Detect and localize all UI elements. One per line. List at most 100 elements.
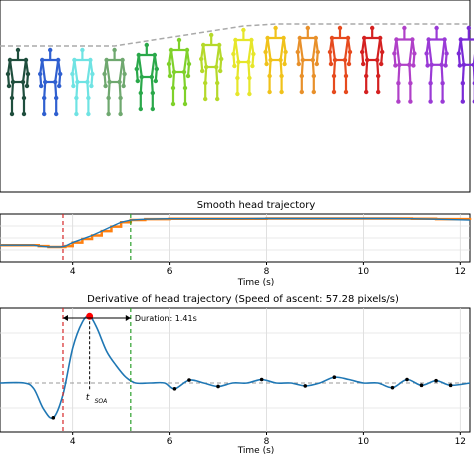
skeleton-joint	[429, 62, 434, 67]
skeleton-joint	[38, 71, 43, 77]
skeleton-joint	[150, 106, 155, 112]
skeleton-joint	[250, 63, 255, 69]
skeleton-joint	[440, 81, 445, 86]
skeleton-joint	[203, 80, 208, 86]
skeleton-joint	[273, 25, 278, 31]
skeleton-joint	[332, 57, 338, 63]
skeleton-joint	[443, 63, 448, 68]
skeleton-limb	[330, 37, 337, 61]
deriv-extremum-point	[419, 383, 424, 388]
skeleton-joint	[428, 99, 433, 104]
skeleton-limb	[343, 59, 348, 77]
skeleton-joint	[215, 96, 220, 102]
skeleton-joint	[170, 85, 176, 91]
skeleton-joint	[249, 37, 254, 43]
skeleton-joint	[106, 111, 111, 117]
skeleton-joint	[346, 61, 352, 67]
skeleton-limb	[169, 49, 176, 73]
skeleton-limb	[43, 81, 47, 99]
skeleton-figure	[134, 42, 159, 112]
skeleton-joint	[104, 57, 109, 63]
deriv-extremum-point	[216, 384, 220, 389]
skeleton-limb	[332, 59, 337, 77]
skeleton-limb	[395, 39, 401, 65]
smooth-xtick-label: 12	[455, 267, 466, 277]
skeleton-limb	[105, 59, 111, 83]
skeleton-joint	[138, 106, 143, 112]
derivative-layer: t SOA Duration: 1.41s 4 6 8 10 12	[0, 308, 471, 447]
deriv-xtick-label: 6	[167, 437, 173, 447]
skeleton-joint	[247, 91, 252, 97]
skeleton-limb	[54, 59, 60, 83]
deriv-extremum-point	[448, 383, 453, 388]
skeleton-joint	[457, 63, 462, 68]
skeleton-joint	[392, 51, 397, 56]
smooth-xtick-label: 4	[70, 267, 76, 277]
skeleton-joint	[235, 75, 240, 81]
skeleton-joint	[233, 37, 238, 43]
skeleton-joint	[424, 51, 429, 56]
deriv-extremum-point	[259, 377, 264, 382]
deriv-xtick-label: 8	[264, 437, 270, 447]
peak-marker	[86, 312, 94, 320]
skeleton-figure	[38, 47, 63, 117]
smooth-title: Smooth head trajectory	[197, 200, 316, 211]
skeleton-joint	[402, 25, 407, 31]
skeleton-joint	[122, 71, 127, 77]
skeleton-joint	[345, 35, 351, 41]
skeleton-joint	[314, 61, 319, 67]
skeleton-joint	[311, 89, 316, 95]
skeleton-joint	[440, 99, 445, 104]
skeleton-joint	[297, 35, 302, 41]
skeleton-joint	[134, 66, 139, 72]
skeleton-joint	[40, 57, 45, 63]
skeleton-joint	[24, 83, 30, 89]
skeleton-joint	[39, 83, 44, 89]
skeleton-limb	[311, 37, 317, 61]
skeleton-joint	[300, 57, 305, 63]
skeleton-joint	[461, 62, 466, 67]
skeleton-limb	[440, 39, 446, 65]
skeleton-limb	[182, 49, 189, 73]
skeleton-joint	[466, 25, 471, 31]
skeleton-limb	[440, 64, 444, 84]
skeleton-joint	[267, 89, 272, 95]
skeleton-joint	[236, 59, 241, 65]
skeleton-joint	[337, 25, 343, 31]
skeleton-joint	[295, 49, 300, 55]
skeleton-joint	[184, 47, 190, 53]
deriv-xtick-label: 12	[455, 437, 466, 447]
skeleton-joint	[209, 32, 214, 38]
skeleton-joint	[444, 51, 449, 56]
skeleton-limb	[279, 37, 285, 61]
skeleton-joint	[296, 61, 301, 67]
skeleton-joint	[152, 52, 157, 58]
skeleton-joint	[394, 37, 399, 42]
skeleton-joint	[199, 56, 204, 62]
skeleton-joint	[396, 99, 401, 104]
skeleton-joint	[313, 35, 318, 41]
skeleton-joint	[149, 74, 154, 80]
skeleton-limb	[150, 76, 154, 94]
skeleton-joint	[460, 81, 465, 86]
skeleton-limb	[268, 59, 272, 77]
skeleton-joint	[407, 62, 412, 67]
skeleton-joint	[75, 79, 80, 85]
skeleton-limb	[202, 44, 208, 68]
skeleton-joint	[376, 73, 381, 79]
skeleton-limb	[10, 81, 15, 99]
skeleton-joint	[263, 49, 268, 55]
skeleton-limb	[21, 81, 26, 99]
skeleton-joint	[43, 79, 48, 85]
skeleton-joint	[456, 51, 461, 56]
skeleton-limb	[171, 71, 176, 89]
skeleton-joint	[329, 35, 335, 41]
skeleton-limb	[376, 37, 382, 61]
skeleton-joint	[460, 99, 465, 104]
skeleton-joint	[42, 95, 47, 101]
skeleton-figure	[199, 32, 224, 102]
skeleton-layer	[0, 23, 474, 117]
skeleton-joint	[117, 79, 122, 85]
skeleton-joint	[362, 35, 367, 41]
